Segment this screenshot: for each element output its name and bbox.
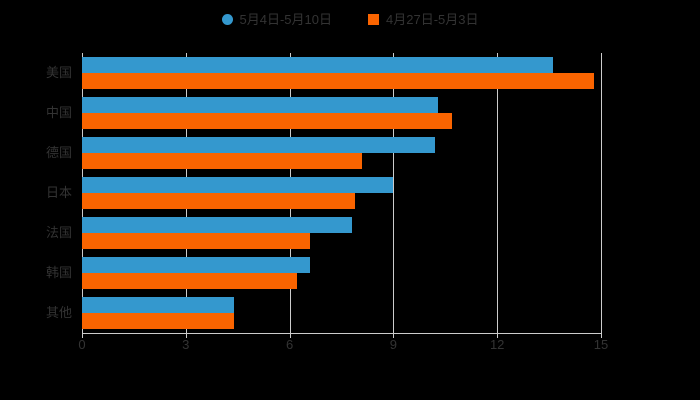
gridline (601, 53, 602, 333)
y-axis-category-label: 德国 (45, 145, 72, 160)
x-axis-tick-mark (393, 333, 395, 338)
legend-label-series1: 5月4日-5月10日 (239, 11, 332, 27)
y-axis-category-label: 法国 (45, 225, 72, 240)
x-axis-tick-label: 9 (389, 337, 398, 352)
bar[interactable] (82, 273, 297, 289)
x-axis-tick-label: 3 (182, 337, 190, 352)
bar[interactable] (82, 233, 311, 249)
legend-item-series1[interactable]: 5月4日-5月10日 (221, 11, 332, 27)
bar[interactable] (82, 193, 356, 209)
x-axis-tick-mark (82, 333, 83, 338)
chart-plot-area (82, 53, 601, 333)
x-axis-tick-label: 15 (593, 337, 609, 352)
bar[interactable] (82, 73, 595, 89)
x-axis-tick-mark (497, 333, 499, 338)
x-axis-tick-mark (601, 333, 602, 338)
y-axis-category-label: 韩国 (45, 265, 72, 280)
bar[interactable] (82, 97, 439, 113)
bar[interactable] (82, 217, 352, 233)
gridline (497, 53, 499, 333)
square-marker-icon (368, 13, 379, 25)
x-axis-tick-label: 12 (489, 337, 505, 352)
x-axis-tick-mark (185, 333, 187, 338)
legend-label-series2: 4月27日-5月3日 (386, 11, 479, 27)
y-axis-category-label: 日本 (45, 185, 72, 200)
x-axis-line (82, 333, 602, 334)
bar[interactable] (82, 177, 394, 193)
y-axis-category-label: 中国 (45, 105, 72, 120)
y-axis-category-label: 美国 (45, 65, 72, 80)
bar[interactable] (82, 257, 311, 273)
bar[interactable] (82, 297, 235, 313)
bar[interactable] (82, 57, 553, 73)
x-axis-tick-mark (289, 333, 291, 338)
circle-marker-icon (221, 13, 233, 25)
x-axis-tick-label: 0 (78, 337, 86, 352)
y-axis-category-labels: 美国中国德国日本法国韩国其他 (0, 53, 72, 333)
chart-legend: 5月4日-5月10日 4月27日-5月3日 (0, 8, 700, 30)
bar[interactable] (82, 113, 453, 129)
y-axis-category-label: 其他 (45, 305, 72, 320)
gridline (393, 53, 395, 333)
bar[interactable] (82, 137, 435, 153)
x-axis-tick-label: 6 (285, 337, 294, 352)
legend-item-series2[interactable]: 4月27日-5月3日 (368, 13, 478, 26)
bar[interactable] (82, 313, 235, 329)
bar[interactable] (82, 153, 363, 169)
